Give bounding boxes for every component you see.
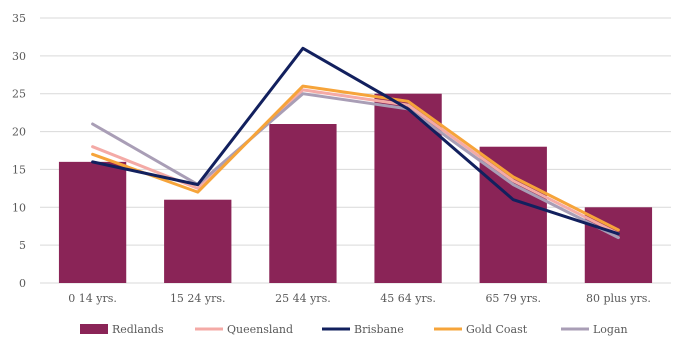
x-axis-ticks: 0 14 yrs. 15 24 yrs. 25 44 yrs. 45 64 yrs. 6…: [68, 292, 651, 305]
y-axis-ticks: 0 5 10 15 20 25 30 35: [12, 12, 26, 290]
line-gold-coast: [91, 84, 620, 232]
legend-label: Logan: [593, 323, 628, 336]
x-tick-label: 65 79 yrs.: [485, 292, 541, 305]
x-tick-label: 25 44 yrs.: [275, 292, 331, 305]
x-tick-label: 80 plus yrs.: [586, 292, 651, 305]
legend-label: Queensland: [227, 323, 293, 336]
legend-label: Brisbane: [354, 323, 404, 336]
legend-label: Gold Coast: [466, 323, 528, 336]
bar-redlands: [269, 124, 337, 283]
y-tick-label: 35: [12, 12, 26, 25]
x-tick-label: 0 14 yrs.: [68, 292, 117, 305]
y-tick-label: 20: [12, 126, 26, 139]
y-tick-label: 25: [12, 88, 26, 101]
legend: Redlands Queensland Brisbane Gold Coast Loga…: [80, 323, 628, 336]
x-tick-label: 15 24 yrs.: [170, 292, 226, 305]
legend-item-brisbane: Brisbane: [322, 323, 404, 336]
legend-swatch: [80, 324, 108, 334]
legend-item-logan: Logan: [561, 323, 628, 336]
legend-item-redlands: Redlands: [80, 323, 164, 336]
legend-label: Redlands: [112, 323, 164, 336]
legend-item-queensland: Queensland: [195, 323, 293, 336]
bar-redlands: [164, 199, 232, 283]
y-tick-label: 15: [12, 163, 26, 176]
y-tick-label: 5: [19, 239, 26, 252]
bar-series: [58, 93, 653, 283]
legend-item-gold-coast: Gold Coast: [434, 323, 528, 336]
line-series: [91, 46, 620, 240]
y-tick-label: 0: [19, 277, 26, 290]
x-tick-label: 45 64 yrs.: [380, 292, 436, 305]
y-tick-label: 10: [12, 201, 26, 214]
line-brisbane: [91, 46, 620, 236]
bar-redlands: [58, 161, 127, 283]
y-tick-label: 30: [12, 50, 26, 63]
line-logan: [91, 92, 620, 240]
gridlines: [40, 17, 671, 284]
